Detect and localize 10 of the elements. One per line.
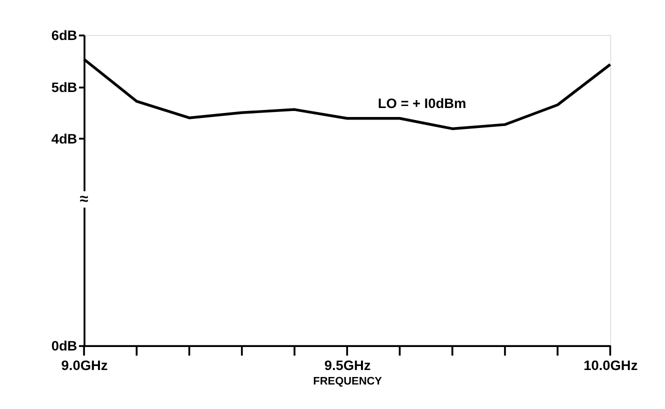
x-tick-label: 9.5GHz [324,358,371,373]
y-tick-label: 6dB [51,28,78,44]
x-axis-title: FREQUENCY [313,375,383,388]
annotation: ≈ [80,191,89,208]
y-tick-label: 5dB [51,80,78,95]
y-tick-label: 4dB [51,132,78,147]
annotation: LO = + I0dBm [378,96,466,112]
x-tick-label: 9.0GHz [61,358,108,373]
y-tick-label: 0dB [51,338,78,354]
x-tick-label: 10.0GHz [584,358,638,373]
